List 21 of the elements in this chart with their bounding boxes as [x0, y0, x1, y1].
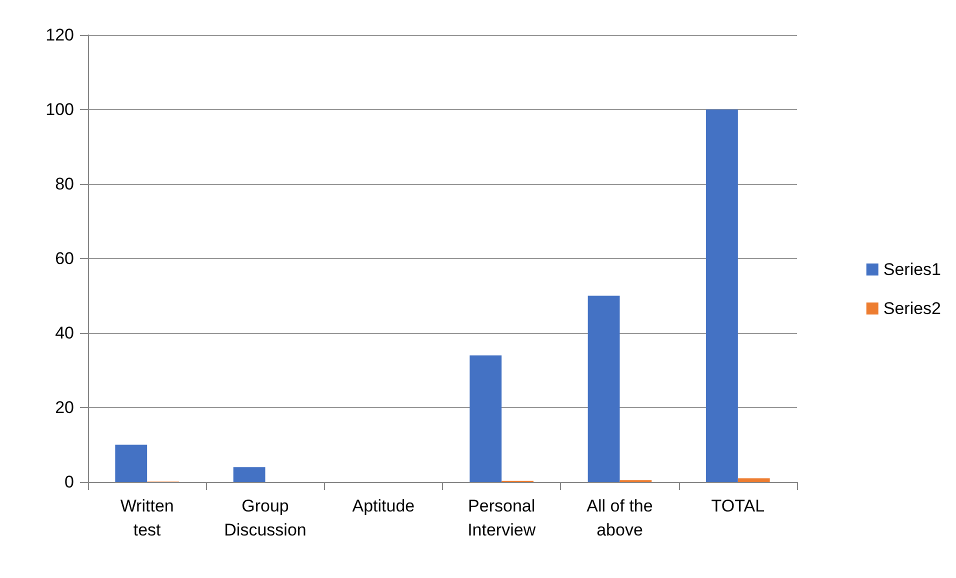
legend-label: Series2 — [883, 299, 941, 318]
x-tick-label: Group Discussion — [224, 496, 306, 540]
x-tick-label: Aptitude — [352, 496, 415, 516]
x-tick-label: TOTAL — [711, 496, 765, 516]
x-tick-label: All of the above — [586, 496, 653, 540]
y-tick-label: 100 — [46, 100, 74, 119]
bar — [738, 478, 770, 482]
x-tick-label: Personal Interview — [468, 496, 536, 540]
bar — [706, 110, 738, 482]
y-tick-label: 60 — [55, 249, 74, 268]
bar — [115, 444, 148, 482]
legend-label: Series1 — [883, 260, 941, 279]
y-tick-label: 120 — [46, 26, 74, 44]
y-tick-label: 40 — [55, 324, 74, 342]
bar — [233, 467, 266, 482]
y-tick-label: 20 — [55, 398, 74, 417]
y-tick-label: 80 — [55, 174, 74, 194]
bar — [470, 355, 502, 482]
bar — [588, 296, 620, 482]
y-tick-label: 0 — [64, 472, 74, 492]
x-tick-label: Written test — [120, 496, 174, 540]
